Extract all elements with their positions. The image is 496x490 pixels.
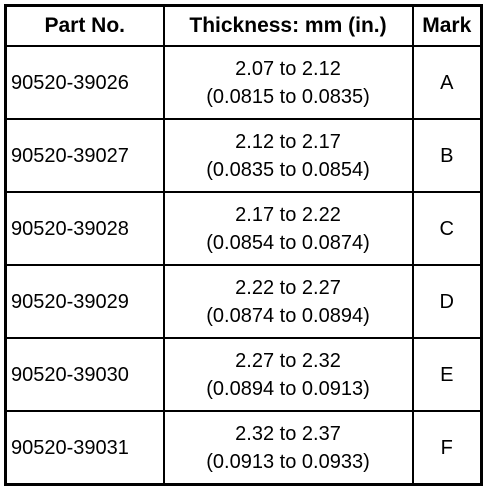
table-row: 90520-39026 2.07 to 2.12 (0.0815 to 0.0835… (4, 45, 483, 120)
part-number: 90520-39029 (4, 264, 165, 339)
thickness-cell: 2.12 to 2.17 (0.0835 to 0.0854) (162, 118, 414, 193)
thickness-table: Part No. Thickness: mm (in.) Mark 90520-39… (4, 4, 483, 486)
thickness-in: (0.0894 to 0.0913) (206, 377, 370, 400)
part-number: 90520-39031 (4, 410, 165, 486)
thickness-cell: 2.32 to 2.37 (0.0913 to 0.0933) (162, 410, 414, 486)
thickness-mm: 2.17 to 2.22 (235, 203, 341, 226)
thickness-mm: 2.07 to 2.12 (235, 57, 341, 80)
thickness-cell: 2.22 to 2.27 (0.0874 to 0.0894) (162, 264, 414, 339)
part-number: 90520-39030 (4, 337, 165, 412)
part-number: 90520-39028 (4, 191, 165, 266)
thickness-in: (0.0815 to 0.0835) (206, 85, 370, 108)
thickness-cell: 2.07 to 2.12 (0.0815 to 0.0835) (162, 45, 414, 120)
table-row: 90520-39031 2.32 to 2.37 (0.0913 to 0.0933… (4, 410, 483, 486)
thickness-mm: 2.32 to 2.37 (235, 422, 341, 445)
header-row: Part No. Thickness: mm (in.) Mark (4, 4, 483, 47)
header-cell: Thickness: mm (in.) (162, 4, 414, 47)
thickness-mm: 2.12 to 2.17 (235, 130, 341, 153)
table-row: 90520-39027 2.12 to 2.17 (0.0835 to 0.0854… (4, 118, 483, 193)
table-row: 90520-39028 2.17 to 2.22 (0.0854 to 0.0874… (4, 191, 483, 266)
mark: A (411, 45, 483, 120)
thickness-in: (0.0874 to 0.0894) (206, 304, 370, 327)
table-body: 90520-39026 2.07 to 2.12 (0.0815 to 0.0835… (4, 45, 483, 486)
thickness-cell: 2.27 to 2.32 (0.0894 to 0.0913) (162, 337, 414, 412)
thickness-in: (0.0913 to 0.0933) (206, 450, 370, 473)
mark: F (411, 410, 483, 486)
header-cell: Part No. (4, 4, 165, 47)
header-cell: Mark (411, 4, 483, 47)
thickness-in: (0.0835 to 0.0854) (206, 158, 370, 181)
thickness-in: (0.0854 to 0.0874) (206, 231, 370, 254)
thickness-cell: 2.17 to 2.22 (0.0854 to 0.0874) (162, 191, 414, 266)
table-row: 90520-39029 2.22 to 2.27 (0.0874 to 0.0894… (4, 264, 483, 339)
part-number: 90520-39027 (4, 118, 165, 193)
table-row: 90520-39030 2.27 to 2.32 (0.0894 to 0.0913… (4, 337, 483, 412)
mark: D (411, 264, 483, 339)
thickness-mm: 2.27 to 2.32 (235, 349, 341, 372)
mark: B (411, 118, 483, 193)
mark: E (411, 337, 483, 412)
part-number: 90520-39026 (4, 45, 165, 120)
mark: C (411, 191, 483, 266)
thickness-mm: 2.22 to 2.27 (235, 276, 341, 299)
